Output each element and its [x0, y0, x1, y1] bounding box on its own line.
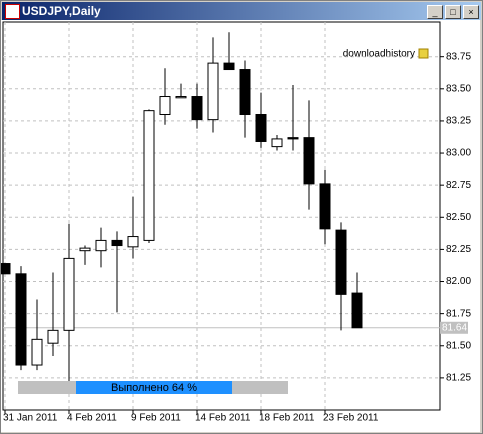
x-tick-label: 23 Feb 2011 — [323, 413, 379, 424]
y-tick-label: 82.25 — [446, 244, 471, 255]
candle-body — [271, 138, 283, 148]
y-tick-label: 81.75 — [446, 308, 471, 319]
y-tick-label: 81.25 — [446, 373, 471, 384]
y-tick-label: 83.50 — [446, 83, 471, 94]
candle-body — [255, 114, 267, 142]
candle-body — [191, 96, 203, 121]
y-tick-label: 82.75 — [446, 180, 471, 191]
y-tick-label: 83.00 — [446, 148, 471, 159]
minimize-button[interactable]: _ — [427, 5, 443, 19]
candle-body — [303, 137, 315, 185]
y-tick-label: 82.00 — [446, 276, 471, 287]
indicator-icon — [418, 48, 429, 59]
candle-body — [159, 96, 171, 116]
candle-body — [127, 236, 139, 248]
indicator-label: downloadhistory — [343, 49, 415, 60]
candle-body — [223, 62, 235, 71]
close-button[interactable]: × — [463, 5, 479, 19]
candle-body — [111, 239, 123, 247]
candle-body — [319, 183, 331, 230]
y-tick-label: 83.75 — [446, 51, 471, 62]
current-price-box — [440, 321, 468, 334]
candle-body — [63, 257, 75, 331]
x-tick-label: 14 Feb 2011 — [195, 413, 251, 424]
window-icon — [5, 4, 20, 19]
x-tick-label: 31 Jan 2011 — [3, 413, 58, 424]
candle-body — [287, 137, 299, 140]
progress-fill — [76, 381, 232, 394]
candle-body — [335, 229, 347, 295]
title-bar: USDJPY,Daily _ □ × — [2, 2, 481, 20]
chart: 81.25 81.50 81.75 82.00 82.25 82.50 82.75 83.00… — [1, 20, 480, 432]
candle-body — [31, 338, 43, 366]
y-tick-label: 82.50 — [446, 212, 471, 223]
window-title: USDJPY,Daily — [22, 4, 101, 18]
progress-text: Выполнено 64 % — [111, 382, 197, 394]
candle-body — [1, 263, 11, 275]
y-tick-label: 83.25 — [446, 116, 471, 127]
candle-body — [351, 292, 363, 329]
x-tick-label: 9 Feb 2011 — [131, 413, 181, 424]
plot-frame — [2, 21, 441, 411]
y-tick-label: 81.50 — [446, 340, 471, 351]
x-tick-label: 18 Feb 2011 — [259, 413, 315, 424]
candle-body — [15, 273, 27, 366]
candle-body — [143, 110, 155, 241]
candle-body — [239, 69, 251, 116]
x-tick-label: 4 Feb 2011 — [67, 413, 117, 424]
candle-body — [47, 329, 59, 344]
candle-body — [175, 96, 187, 99]
candle-body — [79, 247, 91, 252]
candle-body — [207, 62, 219, 121]
candle-body — [95, 239, 107, 252]
maximize-button[interactable]: □ — [445, 5, 461, 19]
current-price-label: 81.64 — [442, 322, 467, 333]
